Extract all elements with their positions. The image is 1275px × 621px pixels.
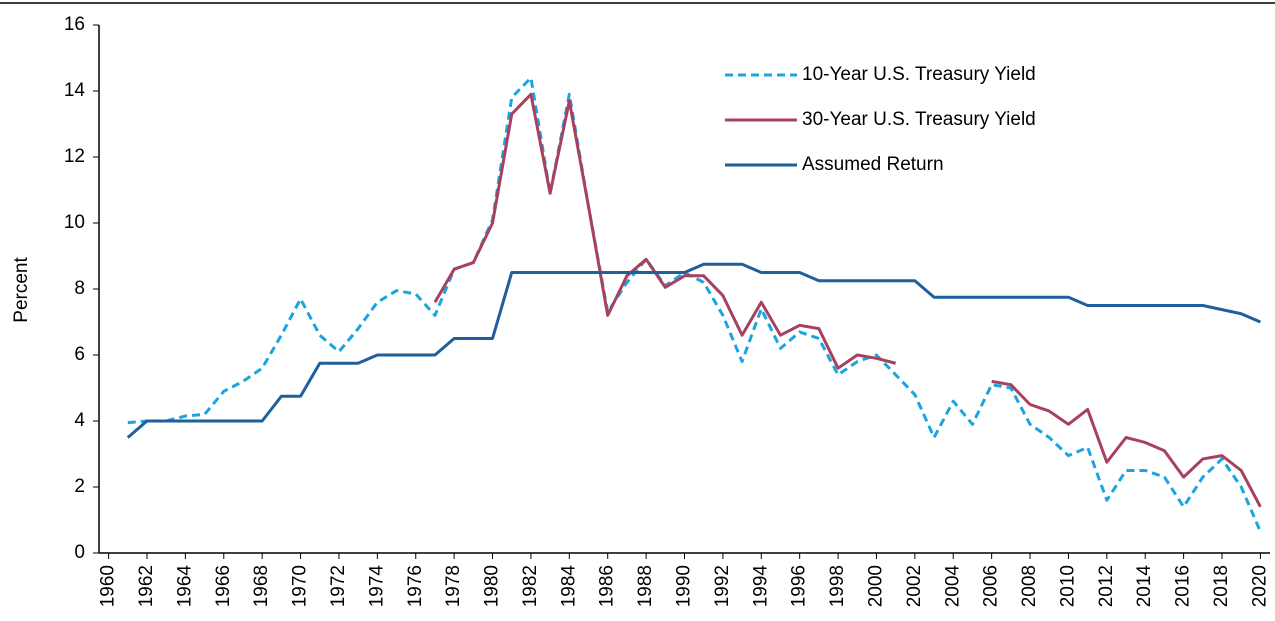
x-tick-label: 2018 (1211, 565, 1232, 607)
x-tick-label: 1972 (328, 565, 349, 607)
x-tick-label: 1984 (558, 565, 579, 608)
x-tick-label: 2002 (904, 565, 925, 607)
x-tick-label: 1970 (290, 565, 311, 607)
x-tick-label: 1968 (251, 565, 272, 607)
y-tick-label: 14 (64, 80, 86, 101)
x-tick-label: 2008 (1019, 565, 1040, 607)
y-tick-label: 12 (64, 146, 85, 167)
series-line (127, 76, 1262, 533)
y-tick-label: 6 (74, 344, 85, 365)
x-tick-label: 1998 (827, 565, 848, 607)
series-line (126, 262, 1261, 439)
y-tick-label: 16 (64, 14, 85, 35)
legend-label: Assumed Return (802, 154, 944, 175)
series-line (433, 92, 1262, 508)
x-tick-label: 1960 (98, 565, 119, 607)
y-tick-label: 4 (74, 410, 85, 431)
x-tick-label: 2016 (1173, 565, 1194, 607)
x-tick-label: 1986 (597, 565, 618, 607)
x-tick-label: 2000 (865, 565, 886, 607)
x-tick-label: 2004 (942, 565, 963, 608)
y-tick-label: 8 (74, 278, 85, 299)
x-tick-label: 2006 (981, 565, 1002, 607)
x-tick-label: 1966 (213, 565, 234, 607)
x-tick-label: 1990 (674, 565, 695, 607)
x-tick-label: 1980 (482, 565, 503, 607)
x-tick-label: 1992 (712, 565, 733, 607)
y-tick-label: 2 (74, 476, 85, 497)
x-tick-label: 1994 (750, 565, 771, 608)
x-tick-label: 1964 (174, 565, 195, 608)
x-tick-label: 1988 (635, 565, 656, 607)
x-tick-label: 2012 (1096, 565, 1117, 607)
x-tick-label: 1974 (366, 565, 387, 608)
x-tick-label: 1962 (136, 565, 157, 607)
x-tick-label: 2010 (1057, 565, 1078, 607)
y-axis-label: Percent (11, 257, 32, 323)
y-tick-label: 10 (64, 212, 85, 233)
x-tick-label: 1976 (405, 565, 426, 607)
x-tick-label: 2020 (1249, 565, 1270, 607)
y-tick-label: 0 (74, 542, 85, 563)
x-tick-label: 1982 (520, 565, 541, 607)
legend-label: 30-Year U.S. Treasury Yield (802, 109, 1036, 130)
legend-label: 10-Year U.S. Treasury Yield (802, 64, 1036, 85)
x-tick-label: 1978 (443, 565, 464, 607)
x-tick-label: 1996 (789, 565, 810, 607)
x-tick-label: 2014 (1134, 565, 1155, 608)
